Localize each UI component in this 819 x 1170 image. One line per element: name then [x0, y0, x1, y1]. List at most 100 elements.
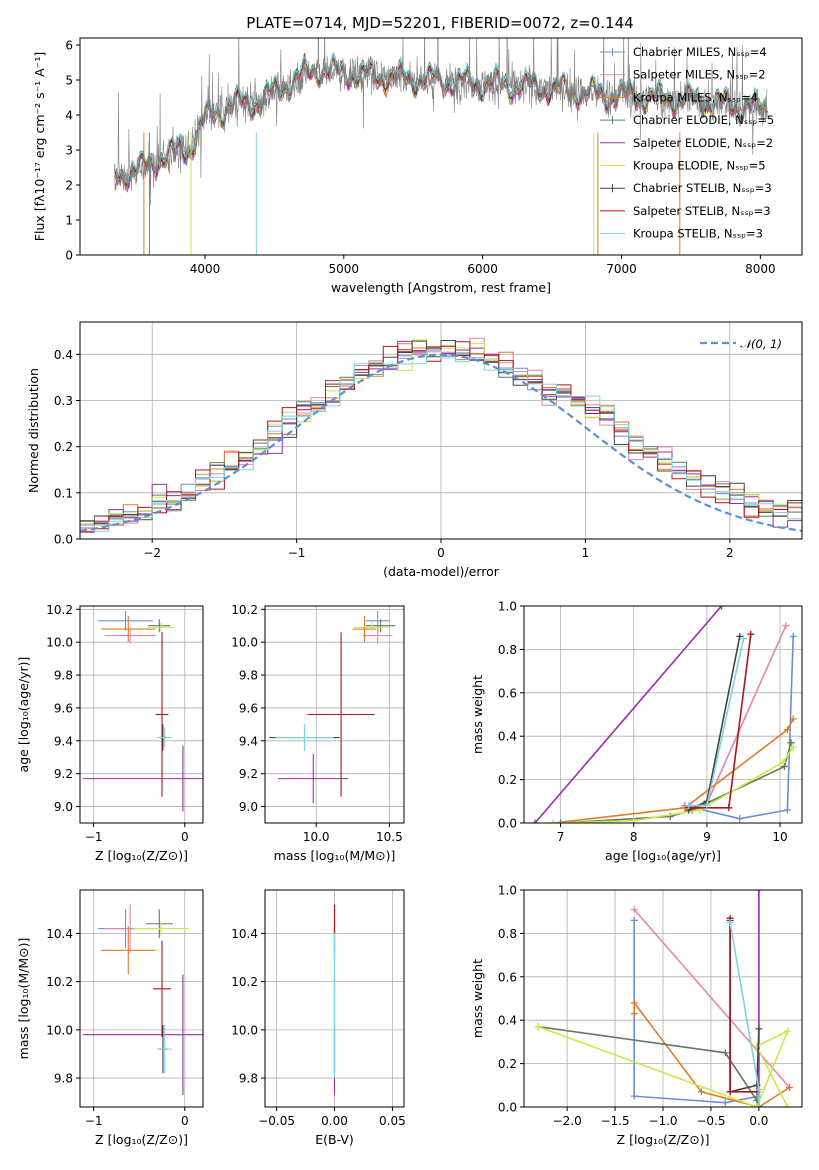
- x-tick-label: −2.0: [553, 1114, 582, 1128]
- x-tick-label: 1: [582, 546, 590, 560]
- y-tick-label: 5: [65, 74, 73, 88]
- x-tick-label: 10.0: [303, 830, 330, 844]
- observed-spectrum: [114, 38, 768, 205]
- y-tick-label: 9.8: [239, 669, 258, 683]
- legend-label: Kroupa ELODIE, Nₛₛₚ=5: [633, 159, 766, 173]
- errorbar-salpeter-miles: [104, 627, 156, 644]
- axes-residuals: −2 −1 0 1 2 0.0 0.1 0.2 0.3 0.4 (data-model)/error…: [26, 321, 803, 579]
- y-tick-label: 9.8: [239, 1072, 258, 1086]
- errorbar-salpeter-stelib: [307, 632, 375, 797]
- errorbar-salpeter-miles: [363, 627, 393, 644]
- model-spectrum-kroupa-stelib: [114, 51, 768, 184]
- y-tick-label: 9.2: [239, 767, 258, 781]
- weight-marker: [630, 916, 638, 924]
- weight-marker: [685, 802, 693, 810]
- weight-marker: [549, 819, 557, 823]
- y-tick-label: 10.2: [46, 603, 73, 617]
- weight-line-kroupa-elodie: [553, 746, 794, 823]
- axes-frame: [79, 37, 803, 256]
- weight-marker: [725, 804, 733, 812]
- y-tick-label: 0.0: [498, 817, 517, 831]
- errorbar-kroupa-stelib: [157, 1025, 173, 1074]
- weight-marker: [783, 726, 791, 734]
- x-tick-label: −1.0: [648, 1114, 677, 1128]
- plot-marks: [114, 38, 768, 255]
- y-tick-label: 9.0: [239, 800, 258, 814]
- y-tick-label: 9.6: [239, 701, 258, 715]
- y-tick-label: 0.6: [498, 686, 517, 700]
- x-axis-label: Z [log₁₀(Z/Z⊙)]: [95, 848, 188, 863]
- x-tick-label: −1: [85, 830, 103, 844]
- x-tick-label: −2: [143, 546, 161, 560]
- weight-marker: [703, 802, 711, 810]
- axes-frame: [79, 889, 204, 1108]
- weight-marker: [789, 632, 797, 640]
- weight-marker: [630, 999, 638, 1007]
- weight-marker: [779, 758, 787, 766]
- errorbar-kroupa-elodie: [354, 622, 390, 633]
- y-tick-label: 4: [65, 109, 73, 123]
- weight-line-kroupa-miles: [553, 718, 794, 823]
- weight-marker: [747, 630, 755, 638]
- weight-marker: [753, 1103, 761, 1107]
- x-tick-label: 8000: [745, 262, 776, 276]
- errorbar-chabrier-elodie: [145, 909, 173, 939]
- weight-marker: [786, 1083, 794, 1091]
- y-tick-label: 0.8: [498, 927, 517, 941]
- weight-marker: [534, 1023, 542, 1031]
- errorbar-chabrier-elodie: [365, 619, 396, 633]
- weight-marker: [726, 919, 734, 927]
- y-tick-label: 10.0: [231, 1023, 258, 1037]
- x-tick-label: 2: [726, 546, 734, 560]
- weight-marker: [784, 1103, 792, 1107]
- weight-marker: [755, 1025, 763, 1033]
- weight-line-kroupa-stelib: [688, 638, 745, 807]
- y-tick-label: 0.4: [498, 730, 517, 744]
- weight-marker: [718, 606, 726, 610]
- weight-marker: [721, 1049, 729, 1057]
- weight-line-salpeter-miles: [706, 625, 787, 804]
- x-tick-label: −1.5: [600, 1114, 629, 1128]
- y-axis-label: mass weight: [470, 675, 485, 754]
- plot-marks: [269, 610, 396, 804]
- errorbar-salpeter-elodie: [82, 745, 203, 812]
- weight-marker: [780, 763, 788, 771]
- y-tick-label: 6: [65, 39, 73, 53]
- weight-marker: [789, 715, 797, 723]
- axes-frame: [79, 605, 204, 824]
- weight-marker: [739, 635, 747, 643]
- y-axis-label: mass [log₁₀(M/M⊙)]: [16, 938, 31, 1060]
- weight-marker: [782, 622, 790, 630]
- y-tick-label: 0.2: [54, 440, 73, 454]
- legend-label: 𝒩(0, 1): [740, 337, 782, 351]
- y-tick-label: 9.4: [239, 734, 258, 748]
- weight-line-salpeter-miles: [633, 908, 791, 1089]
- y-tick-label: 0.2: [498, 773, 517, 787]
- y-tick-label: 9.0: [54, 800, 73, 814]
- weight-marker: [630, 906, 638, 914]
- y-axis-label: Flux [fλ10⁻¹⁷ erg cm⁻² s⁻¹ A⁻¹]: [32, 52, 47, 241]
- legend-label: Salpeter MILES, Nₛₛₚ=2: [633, 68, 766, 82]
- y-tick-label: 10.2: [231, 603, 258, 617]
- x-tick-label: 0: [181, 1114, 189, 1128]
- weight-marker: [736, 815, 744, 823]
- y-tick-label: 0.6: [498, 970, 517, 984]
- plot-marks: [534, 890, 794, 1107]
- errorbar-kroupa-miles: [100, 926, 156, 975]
- axes-weight-vs-age: 7 8 9 10 0.0 0.2 0.4 0.6 0.8 1.0 age [log₁₀(age/yr…: [470, 600, 803, 863]
- legend-label: Salpeter STELIB, Nₛₛₚ=3: [633, 204, 771, 218]
- errorbar-kroupa-elodie: [147, 622, 175, 633]
- y-tick-label: 0.2: [498, 1057, 517, 1071]
- axes-frame: [264, 605, 405, 824]
- x-tick-label: 10.5: [376, 830, 403, 844]
- y-tick-label: 2: [65, 179, 73, 193]
- y-tick-label: 1: [65, 214, 73, 228]
- weight-marker: [630, 1092, 638, 1100]
- x-axis-label: mass [log₁₀(M/M⊙)]: [274, 848, 396, 863]
- y-tick-label: 10.0: [46, 636, 73, 650]
- x-axis-label: Z [log₁₀(Z/Z⊙)]: [617, 1132, 710, 1147]
- x-axis-label: Z [log₁₀(Z/Z⊙)]: [95, 1132, 188, 1147]
- x-tick-label: 6000: [467, 262, 498, 276]
- weight-marker: [755, 890, 763, 894]
